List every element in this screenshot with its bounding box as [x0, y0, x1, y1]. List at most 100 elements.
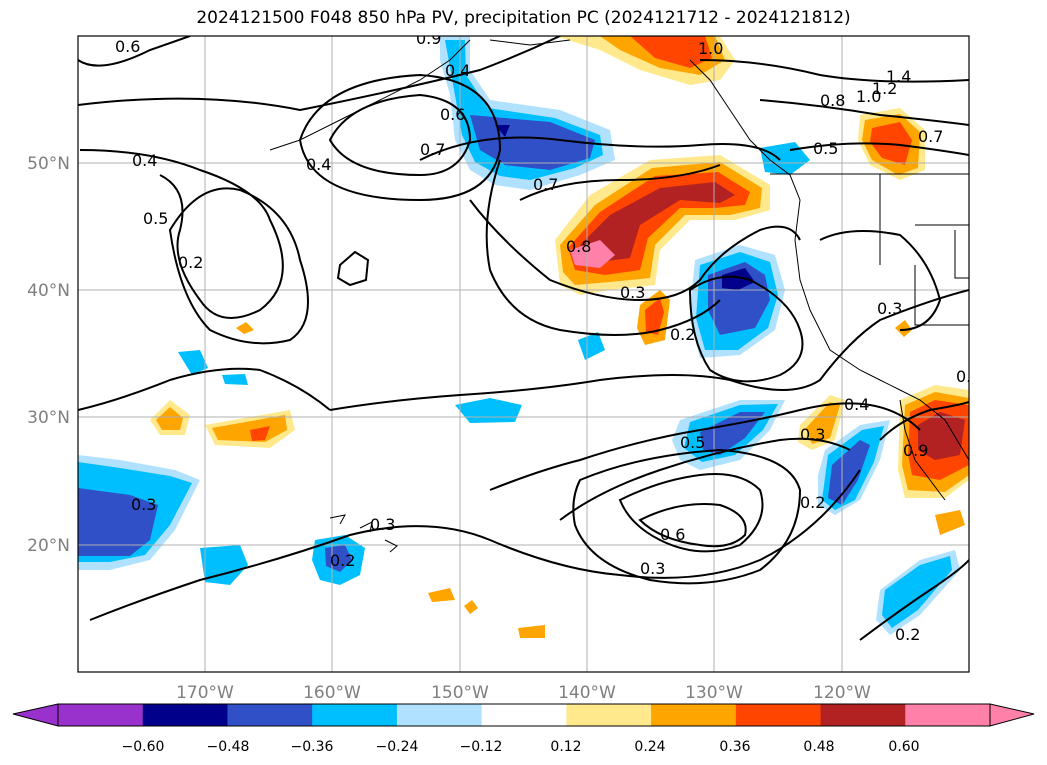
contour-0.3-blob — [336, 250, 370, 287]
lat-label: 40°N — [27, 281, 70, 301]
shade-negative-mid-4 — [222, 374, 248, 385]
colorbar-cell — [651, 704, 737, 726]
shade-negative-offshore-ca-max — [722, 268, 755, 290]
contour-label: 0.2 — [178, 253, 203, 272]
shade-positive-se-4 — [918, 412, 965, 460]
contour-label: 0.7 — [420, 140, 445, 159]
colorbar-cell — [227, 704, 313, 726]
shade-negative-bc — [760, 142, 810, 175]
contour-label: 0.4 — [844, 395, 869, 414]
lon-label: 160°W — [303, 683, 361, 703]
colorbar-cell — [820, 704, 906, 726]
shade-negative-mid-5 — [578, 332, 605, 360]
coast-bc — [689, 59, 821, 331]
contour-label: 0.7 — [918, 127, 943, 146]
contour-label: 0.9 — [416, 29, 441, 48]
contour-0.4-top — [78, 36, 561, 112]
border-states — [879, 174, 969, 326]
contour-label: 0.6 — [660, 525, 685, 544]
colorbar-ticks: −0.60 −0.48 −0.36 −0.24 −0.12 0.12 0.24 … — [122, 739, 920, 755]
contour-0.4-ring — [79, 149, 284, 319]
contour-labels: 0.6 0.9 0.4 0.6 0.7 0.4 0.4 0.5 0.2 0.7 … — [115, 29, 969, 644]
shade-positive-small-6 — [464, 600, 478, 614]
contour-subtropic-1 — [489, 402, 921, 491]
colorbar-tick-label: −0.60 — [122, 739, 165, 755]
contour-label: 0.5 — [813, 139, 838, 158]
contour-label: 0.3 — [131, 495, 156, 514]
lon-label: 140°W — [558, 683, 616, 703]
contour-label: 1.4 — [886, 67, 911, 86]
contour-0.2-offshore — [688, 275, 804, 383]
contour-label: 1.2 — [872, 79, 897, 98]
contour-0.2-se — [859, 559, 969, 641]
contour-label: 0.3 — [370, 515, 395, 534]
colorbar-cell — [735, 704, 822, 726]
shaded-positive — [150, 36, 969, 638]
contour-label: 0.2 — [895, 625, 920, 644]
colorbar: −0.60 −0.48 −0.36 −0.24 −0.12 0.12 0.24 … — [12, 703, 1035, 755]
colorbar-extend-high — [989, 703, 1035, 727]
colorbar-tick-label: 0.12 — [550, 739, 581, 755]
shade-negative-subtropic-1-core — [700, 412, 765, 455]
contour-pnw-2 — [759, 99, 969, 126]
shade-negative-mid-2 — [200, 545, 248, 585]
contour-label: 0.9 — [903, 441, 928, 460]
shade-positive-nw-coast-3 — [630, 36, 712, 68]
contour-subtropic-4 — [638, 503, 747, 548]
contour-label: 1.0 — [698, 39, 723, 58]
colorbar-frame — [57, 703, 991, 727]
coast-hawaii — [329, 514, 398, 553]
contour-label: 0.2 — [800, 493, 825, 512]
contour-0.6-ring — [328, 93, 472, 177]
contour-mid-1 — [329, 289, 969, 411]
contour-label: 0.2 — [330, 551, 355, 570]
shade-positive-main-max — [570, 240, 615, 268]
lat-label: 50°N — [27, 154, 70, 174]
shade-negative-gulf-alaska-max — [495, 125, 510, 137]
pv-contours — [78, 36, 969, 641]
contour-0.6-nw — [78, 36, 191, 67]
shade-positive-subtropic-3-core — [806, 402, 840, 444]
contour-pnw-1 — [699, 59, 969, 83]
colorbar-tick-label: 0.48 — [803, 739, 834, 755]
contour-pnw-3 — [789, 142, 969, 156]
contour-label: 0.6 — [440, 105, 465, 124]
lon-label: 170°W — [176, 683, 234, 703]
contour-label: 0.8 — [566, 237, 591, 256]
contour-label: 0.3 — [800, 425, 825, 444]
shade-positive-small-3 — [935, 510, 965, 535]
colorbar-cell — [58, 704, 144, 726]
colorbar-tick-label: −0.24 — [376, 739, 419, 755]
colorbar-cell — [566, 704, 652, 726]
contour-label: 1.0 — [856, 87, 881, 106]
colorbar-cell — [312, 704, 398, 726]
shade-positive-west-2-max — [250, 426, 270, 441]
contour-label: 0.4 — [306, 155, 331, 174]
colorbar-cell — [481, 704, 567, 726]
shade-negative-subtropic-2-core — [828, 440, 870, 505]
colorbar-extend-low — [12, 703, 59, 727]
contour-label: 0.5 — [680, 433, 705, 452]
contour-label: 0.4 — [445, 61, 470, 80]
colorbar-cell — [905, 704, 991, 726]
shaded-field — [78, 36, 960, 635]
shade-negative-west-core — [78, 488, 158, 556]
colorbar-tick-label: −0.36 — [291, 739, 334, 755]
shade-positive-small-5 — [236, 322, 254, 334]
shade-positive-small-4 — [895, 320, 912, 337]
shade-positive-west-2-core — [212, 415, 287, 442]
contour-subtropic-5 — [572, 448, 802, 585]
colorbar-tick-label: 0.24 — [634, 739, 665, 755]
lon-label: 120°W — [813, 683, 871, 703]
map-frame — [77, 35, 970, 673]
contour-label: 0.8 — [820, 91, 845, 110]
contour-wave-2 — [485, 159, 721, 336]
contour-label: 0.2 — [670, 325, 695, 344]
shade-positive-main-4 — [580, 182, 735, 262]
contour-label: 0.4 — [132, 151, 157, 170]
contour-label: 0.6 — [115, 37, 140, 56]
shade-positive-west-1-core — [156, 407, 183, 430]
contour-east-1 — [819, 230, 942, 331]
shade-negative-mid-3 — [178, 350, 208, 375]
